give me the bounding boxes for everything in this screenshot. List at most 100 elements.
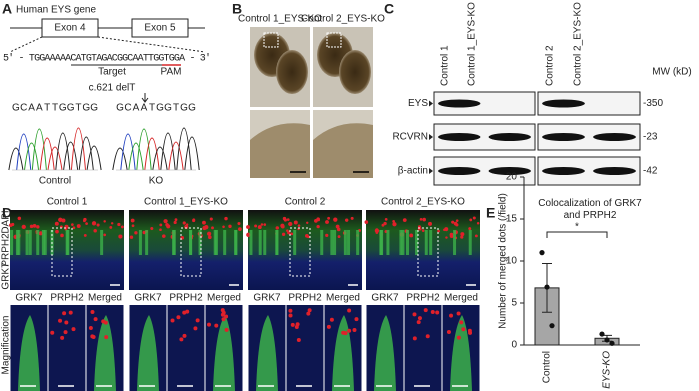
prph2-signal — [472, 216, 476, 220]
y-tick-label: 15 — [506, 214, 518, 225]
base-letter: G — [188, 103, 196, 114]
x-tick-label: EYS-KO — [602, 351, 613, 389]
prph2-signal — [54, 221, 59, 226]
mutation-arrow — [141, 93, 149, 103]
prph2-signal — [85, 222, 88, 225]
prph2-dot — [64, 320, 69, 325]
prph2-signal — [130, 218, 135, 223]
prph2-signal — [449, 234, 454, 239]
chromatogram-peak — [128, 142, 144, 171]
base-letter: T — [75, 103, 81, 114]
grk7-signal — [320, 230, 324, 255]
prph2-signal — [228, 224, 232, 229]
channel-label: Merged — [88, 293, 122, 304]
prph2-signal — [335, 224, 340, 229]
prph2-signal — [297, 224, 301, 227]
column-header: Control 2_EYS-KO — [381, 197, 465, 208]
x-tick-label: Control — [542, 351, 553, 383]
prph2-signal — [282, 216, 287, 221]
mw-title: MW (kD) — [652, 67, 691, 78]
prph2-signal — [29, 224, 34, 229]
prph2-signal — [174, 218, 178, 222]
lane-label: Control 1 — [440, 45, 451, 86]
grk7-cell — [213, 315, 235, 391]
prph2-dot — [50, 330, 55, 335]
roi-box — [417, 227, 439, 277]
grk7-signal — [145, 230, 149, 255]
grk7-signal — [424, 230, 428, 255]
base-letter: G — [90, 103, 98, 114]
prph2-dot — [193, 326, 198, 331]
prph2-dot — [347, 308, 352, 313]
grk7-signal — [138, 230, 142, 255]
grk7-signal — [379, 230, 383, 255]
grk7-signal — [356, 230, 360, 255]
grk7-cell — [18, 315, 40, 391]
base-letter: G — [164, 103, 172, 114]
prph2-dot — [412, 336, 417, 341]
prph2-signal — [224, 216, 228, 221]
prph2-signal — [109, 225, 113, 229]
data-point — [599, 331, 605, 337]
prph2-dot — [103, 320, 108, 325]
prph2-signal — [93, 229, 97, 233]
prph2-signal — [460, 232, 465, 237]
grk7-cell — [450, 315, 472, 391]
grk7-signal — [275, 230, 279, 255]
base-letter: T — [173, 103, 179, 114]
prph2-signal — [207, 231, 212, 236]
blot-row-label: β-actin — [398, 166, 428, 177]
prph2-signal — [165, 222, 169, 227]
chromatogram-peak — [16, 133, 32, 171]
prph2-signal — [202, 220, 206, 225]
grk7-signal — [234, 230, 238, 255]
panel-label: D — [2, 205, 12, 221]
prph2-signal — [211, 226, 214, 230]
significance-label: * — [575, 222, 579, 233]
prph2-dot — [104, 335, 109, 340]
base-letter: G — [156, 103, 164, 114]
prph2-dot — [435, 310, 440, 315]
grk7-signal — [198, 230, 202, 255]
prph2-signal — [257, 225, 262, 230]
prph2-signal — [325, 233, 329, 237]
prph2-signal — [103, 233, 107, 237]
grk7-signal — [172, 230, 176, 255]
lane-label: Control 2 — [545, 45, 556, 86]
magnified-image — [48, 305, 86, 391]
prph2-signal — [350, 216, 354, 220]
prph2-signal — [337, 235, 341, 239]
prph2-signal — [129, 235, 134, 239]
prph2-dot — [307, 308, 312, 313]
lane-label: Control 2_EYS-KO — [573, 2, 584, 86]
data-point — [549, 323, 555, 329]
grk7-signal — [214, 230, 218, 255]
pam-label: PAM — [161, 67, 182, 78]
prph2-dot — [347, 328, 352, 333]
prph2-signal — [237, 221, 241, 226]
grk7-signal — [249, 230, 253, 255]
prph2-signal — [402, 218, 407, 222]
grk7-signal — [406, 230, 410, 255]
prph2-dot — [195, 318, 200, 323]
prph2-signal — [60, 233, 64, 238]
prph2-signal — [316, 224, 320, 229]
prph2-signal — [392, 219, 395, 223]
prph2-signal — [163, 219, 168, 224]
prph2-signal — [103, 220, 106, 223]
grk7-signal — [293, 230, 297, 255]
prph2-signal — [76, 224, 81, 228]
prph2-signal — [159, 223, 163, 227]
base-letter: G — [12, 103, 20, 114]
magnified-image — [404, 305, 442, 391]
prph2-dot — [449, 313, 454, 318]
prph2-signal — [421, 229, 425, 232]
prph2-signal — [222, 225, 225, 229]
prph2-signal — [325, 220, 329, 224]
prph2-dot — [354, 317, 359, 322]
prph2-signal — [82, 219, 86, 223]
prph2-dot — [412, 312, 417, 317]
prph2-signal — [118, 234, 123, 239]
prph2-signal — [21, 224, 26, 230]
zoom-box — [263, 32, 279, 48]
